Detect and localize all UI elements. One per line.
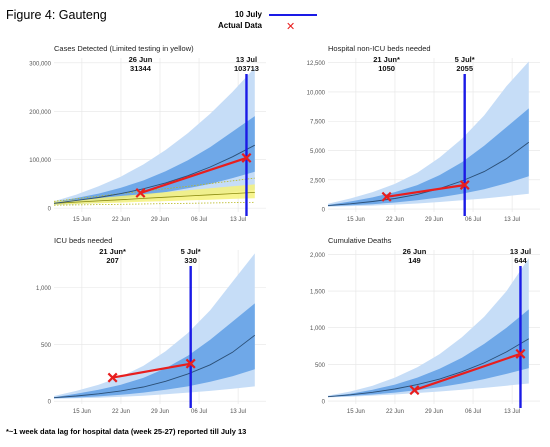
x-tick-label: 13 Jul <box>230 409 246 415</box>
y-tick-label: 0 <box>322 400 326 406</box>
chart-svg: Cases Detected (Limited testing in yello… <box>29 44 266 223</box>
actual-data-line <box>386 183 465 198</box>
annotation-date: 21 Jun* <box>99 247 126 256</box>
annotation-value: 103713 <box>234 64 259 73</box>
x-tick-label: 15 Jun <box>73 217 91 223</box>
x-tick-label: 15 Jun <box>347 217 365 223</box>
chart-icu-beds: ICU beds needed 0 500 1,000 15 Jun 22 Jun 29 J… <box>2 232 272 422</box>
actual-data-point <box>107 372 118 383</box>
median-line <box>53 334 256 399</box>
chart-title: Cases Detected (Limited testing in yello… <box>54 44 194 53</box>
annotation-date: 13 Jul <box>510 247 531 256</box>
annotation-date: 5 Jul* <box>181 247 201 256</box>
figure-title: Figure 4: Gauteng <box>6 8 107 22</box>
y-tick-label: 0 <box>48 207 52 213</box>
annotation-value: 1050 <box>378 64 395 73</box>
x-tick-label: 13 Jul <box>230 217 246 223</box>
legend-cross-icon: ✕ <box>286 21 296 33</box>
x-tick-label: 22 Jun <box>386 409 404 415</box>
x-tick-label: 29 Jun <box>151 409 169 415</box>
actual-data-point <box>409 385 420 396</box>
x-tick-label: 15 Jun <box>347 409 365 415</box>
annotation-value: 2055 <box>456 64 473 73</box>
y-tick-label: 2,500 <box>310 178 326 184</box>
inner-interval-band <box>54 116 255 205</box>
limited-testing-band <box>54 184 255 205</box>
actual-data-point <box>381 191 392 202</box>
x-tick-label: 22 Jun <box>112 409 130 415</box>
chart-hospital-beds: Hospital non-ICU beds needed 0 2,500 5,000 7… <box>276 40 546 230</box>
y-tick-label: 300,000 <box>29 61 51 67</box>
actual-data-point <box>185 358 196 369</box>
x-tick-label: 06 Jul <box>191 409 207 415</box>
limited-testing-bound <box>53 201 255 206</box>
actual-data-line <box>112 362 191 379</box>
actual-data-point <box>515 348 526 359</box>
x-tick-label: 29 Jun <box>151 217 169 223</box>
legend: 10 July Actual Data ✕ <box>206 10 326 40</box>
y-tick-label: 1,500 <box>310 290 326 296</box>
actual-data-line <box>140 156 247 194</box>
chart-cases-detected: Cases Detected (Limited testing in yello… <box>2 40 272 230</box>
y-tick-label: 5,000 <box>310 149 326 155</box>
annotation-date: 26 Jun <box>403 247 427 256</box>
annotation-value: 149 <box>408 256 421 265</box>
y-tick-label: 0 <box>48 400 52 406</box>
y-tick-label: 1,000 <box>310 326 326 332</box>
chart-cumulative-deaths: Cumulative Deaths 0 500 1,000 1,500 2,000 15 J… <box>276 232 546 422</box>
median-line <box>53 144 256 204</box>
inner-interval-band <box>328 108 529 207</box>
annotation-value: 207 <box>106 256 119 265</box>
limited-testing-median <box>53 192 255 204</box>
footnote: *~1 week data lag for hospital data (wee… <box>6 427 247 436</box>
limited-testing-bound <box>53 177 255 202</box>
x-tick-label: 15 Jun <box>73 409 91 415</box>
annotation-value: 330 <box>184 256 197 265</box>
median-line <box>327 338 530 398</box>
x-tick-label: 06 Jul <box>465 217 481 223</box>
y-tick-label: 10,000 <box>307 90 326 96</box>
chart-title: ICU beds needed <box>54 236 112 245</box>
inner-interval-band <box>54 303 255 399</box>
actual-data-line <box>414 352 521 392</box>
annotation-date: 21 Jun* <box>373 55 400 64</box>
annotation-value: 31344 <box>130 64 152 73</box>
y-tick-label: 500 <box>315 363 326 369</box>
y-tick-label: 100,000 <box>29 158 51 164</box>
annotation-date: 26 Jun <box>129 55 153 64</box>
x-tick-label: 06 Jul <box>465 409 481 415</box>
annotation-value: 644 <box>514 256 527 265</box>
chart-svg: ICU beds needed 0 500 1,000 15 Jun 22 Jun 29 J… <box>36 236 266 415</box>
y-tick-label: 500 <box>41 343 52 349</box>
x-tick-label: 06 Jul <box>191 217 207 223</box>
legend-line-swatch <box>269 14 317 16</box>
x-tick-label: 13 Jul <box>504 217 520 223</box>
y-tick-label: 0 <box>322 208 326 214</box>
actual-data-point <box>241 152 252 163</box>
legend-line-label: 10 July <box>234 10 262 19</box>
y-tick-label: 1,000 <box>36 286 52 292</box>
chart-svg: Hospital non-ICU beds needed 0 2,500 5,000 7… <box>307 44 540 223</box>
y-tick-label: 12,500 <box>307 61 326 67</box>
x-tick-label: 22 Jun <box>112 217 130 223</box>
y-tick-label: 200,000 <box>29 110 51 116</box>
chart-title: Hospital non-ICU beds needed <box>328 44 431 53</box>
legend-marker-label: Actual Data <box>217 21 262 30</box>
annotation-date: 13 Jul <box>236 55 257 64</box>
annotation-date: 5 Jul* <box>455 55 475 64</box>
x-tick-label: 29 Jun <box>425 217 443 223</box>
x-tick-label: 22 Jun <box>386 217 404 223</box>
actual-data-point <box>459 180 470 190</box>
chart-svg: Cumulative Deaths 0 500 1,000 1,500 2,000 15 J… <box>310 236 540 415</box>
x-tick-label: 13 Jul <box>504 409 520 415</box>
inner-interval-band <box>328 309 529 397</box>
chart-title: Cumulative Deaths <box>328 236 392 245</box>
actual-data-point <box>135 187 146 198</box>
y-tick-label: 7,500 <box>310 120 326 126</box>
y-tick-label: 2,000 <box>310 253 326 259</box>
x-tick-label: 29 Jun <box>425 409 443 415</box>
